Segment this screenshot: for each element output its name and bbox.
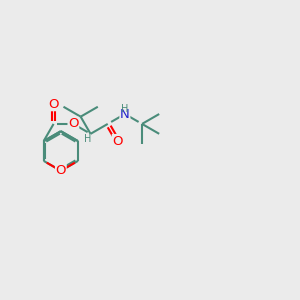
Text: H: H	[121, 104, 129, 114]
Text: H: H	[85, 134, 92, 144]
Text: O: O	[112, 135, 123, 148]
Text: O: O	[68, 117, 79, 130]
Text: N: N	[120, 107, 130, 121]
Text: O: O	[48, 98, 59, 111]
Text: O: O	[56, 164, 66, 177]
